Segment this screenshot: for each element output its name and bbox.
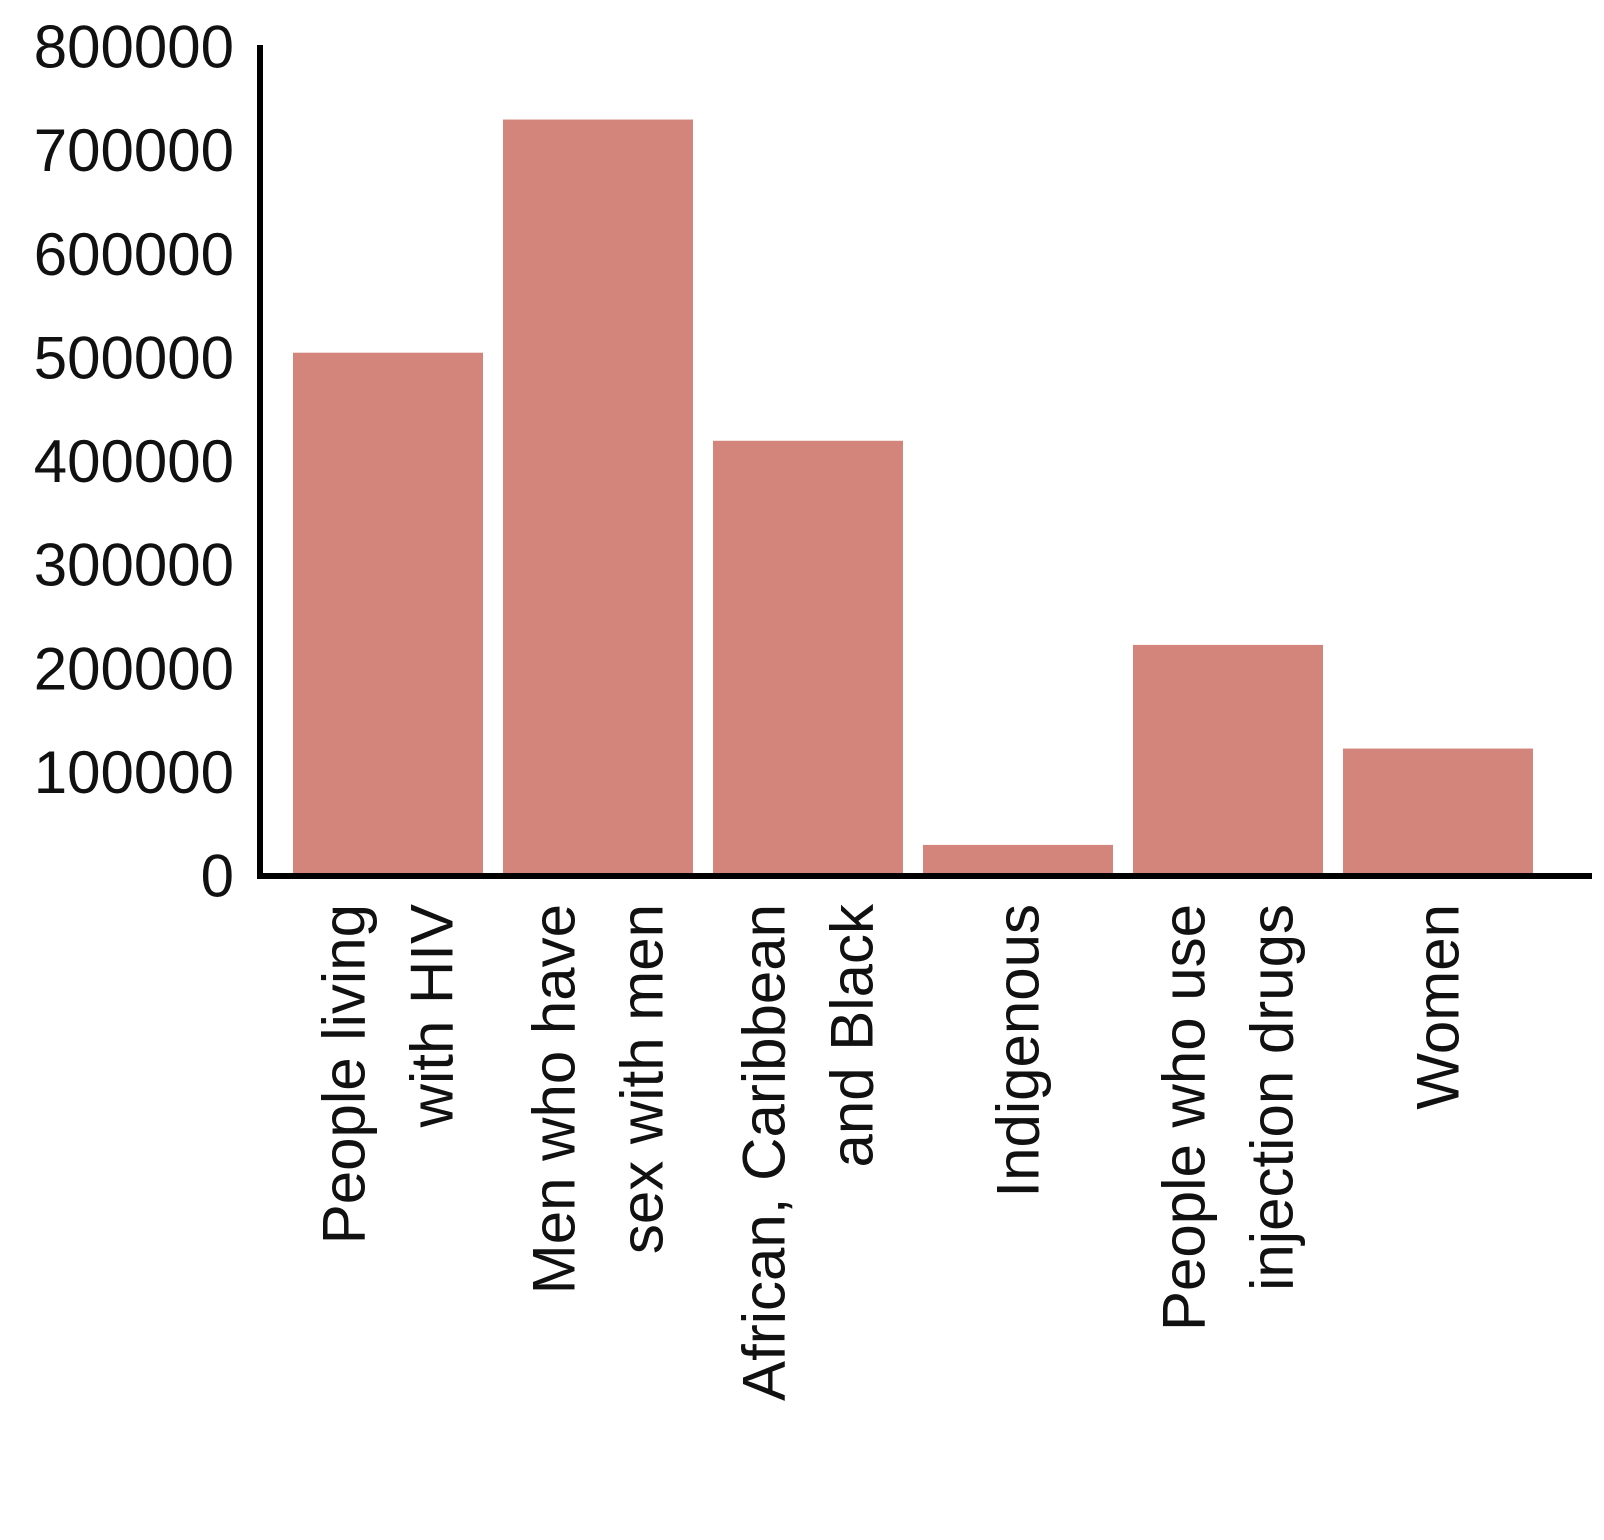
x-category-label: Women	[1405, 904, 1472, 1110]
bars-group	[293, 119, 1533, 877]
y-tick-label: 600000	[34, 221, 234, 288]
x-category-label: Indigenous	[985, 904, 1052, 1198]
bar	[1343, 748, 1533, 876]
bar	[923, 844, 1113, 876]
x-category-label: Men who have	[521, 904, 588, 1294]
bar	[293, 352, 483, 877]
x-category-label: People who use	[1151, 904, 1218, 1331]
x-category-label: and Black	[819, 903, 886, 1167]
x-axis-category-labels: People living with HIV Men who have sex wit…	[311, 903, 1472, 1401]
x-category-label: with HIV	[399, 904, 466, 1128]
y-tick-label: 800000	[34, 14, 234, 81]
y-tick-label: 500000	[34, 324, 234, 391]
y-tick-label: 700000	[34, 117, 234, 184]
bar	[503, 119, 693, 877]
y-axis-ticks: 0 100000 200000 300000 400000 500000 600000 700…	[34, 14, 234, 910]
y-tick-label: 200000	[34, 635, 234, 702]
bar	[713, 440, 903, 876]
y-tick-label: 300000	[34, 532, 234, 599]
x-category-label: People living	[311, 904, 378, 1244]
x-category-label: injection drugs	[1239, 904, 1306, 1291]
y-tick-label: 0	[201, 843, 234, 910]
bar	[1133, 644, 1323, 876]
y-tick-label: 100000	[34, 739, 234, 806]
x-category-label: sex with men	[609, 904, 676, 1254]
x-category-label: African, Caribbean	[731, 904, 798, 1401]
y-tick-label: 400000	[34, 428, 234, 495]
